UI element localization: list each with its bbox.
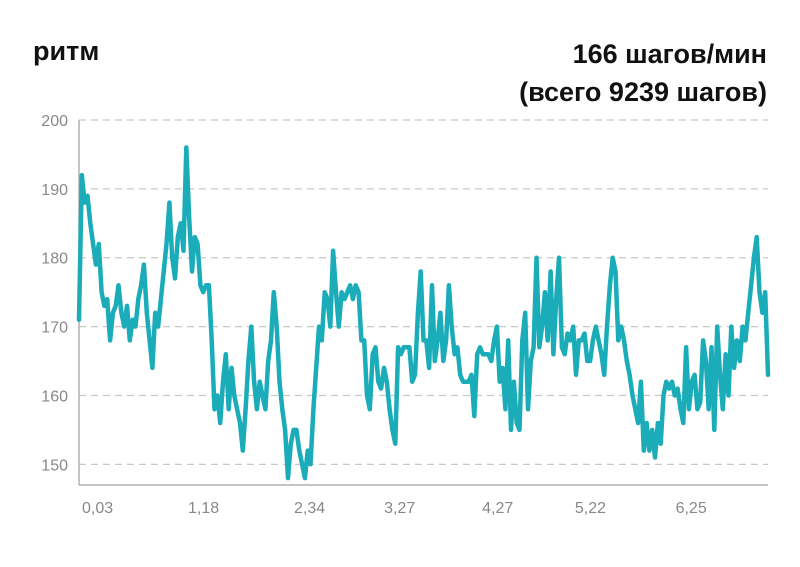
- x-tick-0: 0,03: [82, 500, 113, 517]
- x-tick-6: 6,25: [676, 500, 707, 517]
- x-tick-1: 1,18: [188, 500, 219, 517]
- y-tick-200: 200: [41, 113, 68, 130]
- total-steps: (всего 9239 шагов): [519, 76, 767, 107]
- y-tick-labels: 150 160 170 180 190 200: [41, 113, 68, 474]
- summary: 166 шагов/мин (всего 9239 шагов): [519, 36, 767, 112]
- x-tick-2: 2,34: [294, 500, 325, 517]
- y-tick-190: 190: [41, 182, 68, 199]
- cadence-value: 166 шагов/мин: [572, 39, 767, 69]
- series-group: [76, 145, 771, 481]
- y-tick-160: 160: [41, 388, 68, 405]
- x-tick-labels: 0,03 1,18 2,34 3,27 4,27 5,22 6,25: [82, 500, 707, 517]
- x-tick-5: 5,22: [575, 500, 606, 517]
- metric-label: ритм: [33, 36, 100, 66]
- x-tick-4: 4,27: [482, 500, 513, 517]
- series-line-0: [76, 145, 771, 481]
- x-tick-3: 3,27: [384, 500, 415, 517]
- y-tick-180: 180: [41, 251, 68, 268]
- y-tick-150: 150: [41, 457, 68, 474]
- y-tick-170: 170: [41, 320, 68, 337]
